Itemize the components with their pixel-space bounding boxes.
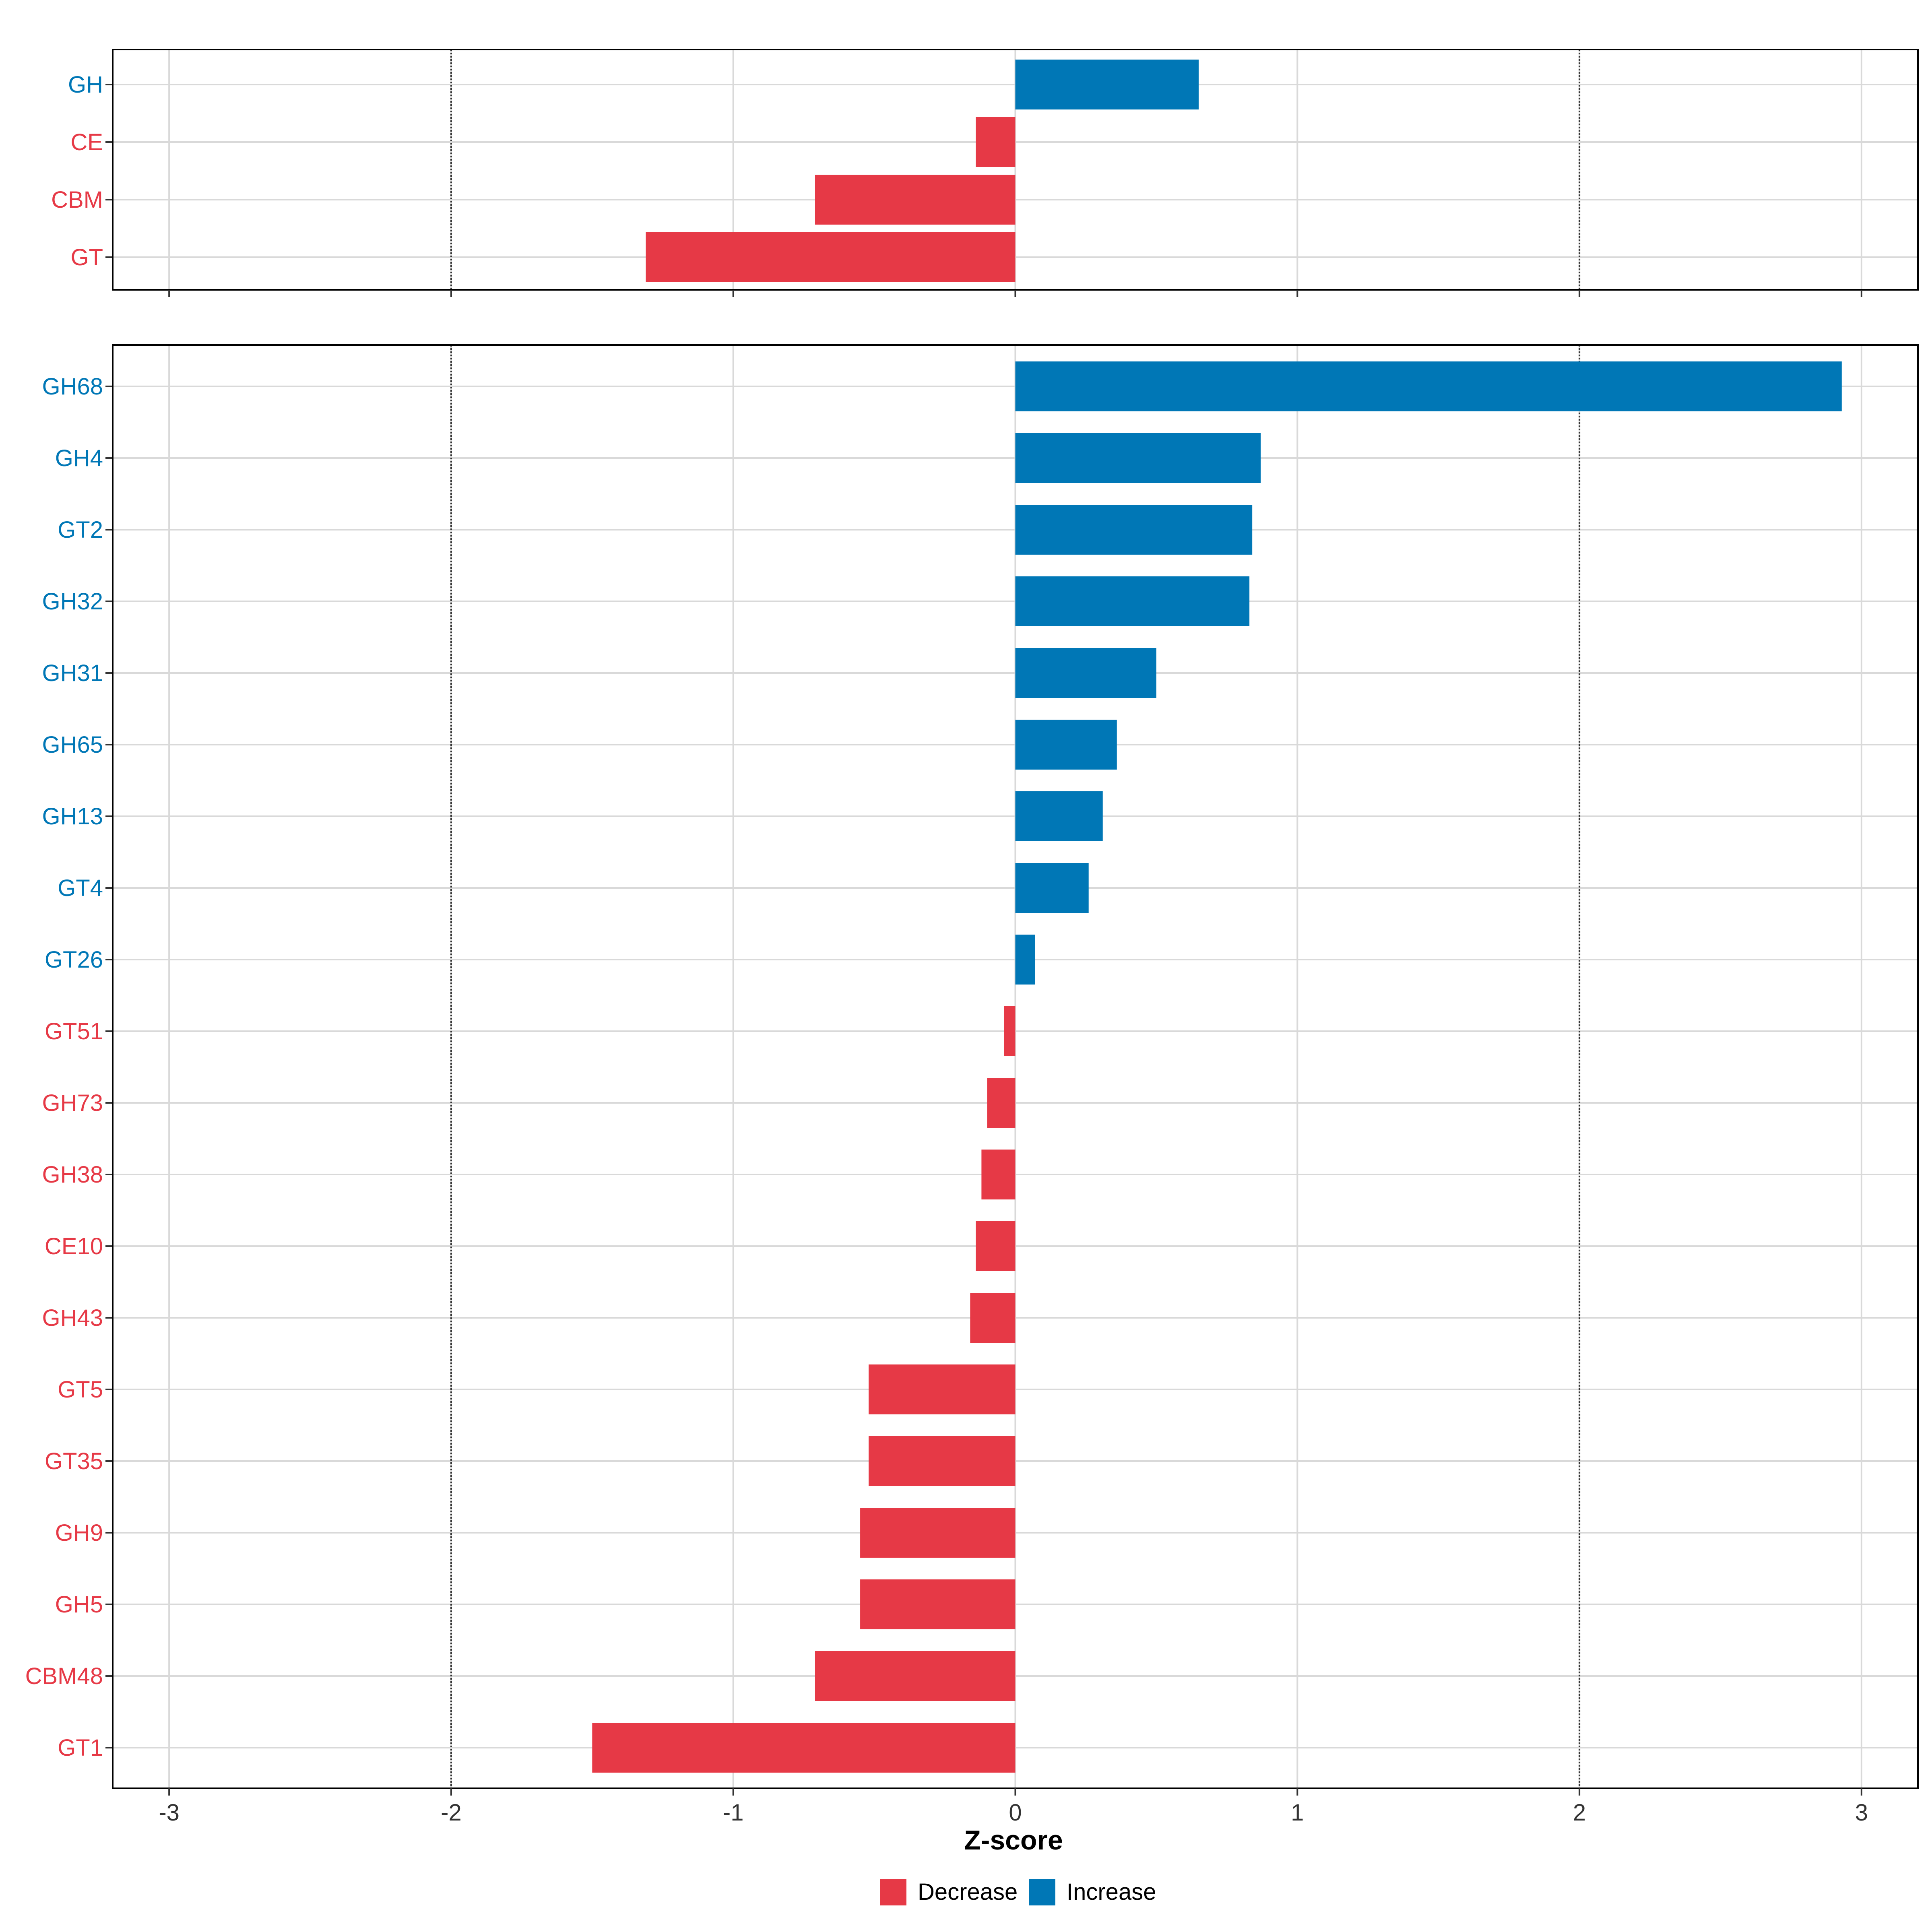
bar-gh68 [1015, 361, 1842, 411]
bar-gh5 [860, 1579, 1016, 1629]
category-label: GH13 [42, 803, 103, 830]
category-label: CBM48 [25, 1663, 103, 1689]
legend-label-decrease: Decrease [918, 1879, 1018, 1905]
category-label: GH32 [42, 588, 103, 615]
x-tick-label: -1 [723, 1800, 744, 1826]
bar-cbm48 [815, 1651, 1016, 1701]
category-label: GH4 [55, 445, 103, 471]
bar-gh [1015, 60, 1199, 109]
bar-gh32 [1015, 576, 1250, 626]
category-label: GH5 [55, 1591, 103, 1618]
x-axis-title: Z-score [964, 1825, 1063, 1856]
category-label: GH9 [55, 1520, 103, 1546]
legend-key-decrease [880, 1879, 906, 1905]
bar-gh43 [970, 1293, 1016, 1343]
category-label: GT51 [45, 1018, 103, 1044]
category-label: GT4 [58, 875, 103, 901]
x-tick-label: -2 [441, 1800, 462, 1826]
bar-gt51 [1004, 1006, 1016, 1056]
x-tick-label: -3 [159, 1800, 180, 1826]
bar-ce10 [976, 1221, 1016, 1271]
category-label: GH65 [42, 732, 103, 758]
category-label: GH43 [42, 1305, 103, 1331]
category-label: GT26 [45, 947, 103, 973]
bottom-panel: GH68GH4GT2GH32GH31GH65GH13GT4GT26GT51GH7… [25, 344, 1919, 1826]
category-label: CE10 [45, 1233, 103, 1259]
bar-gt4 [1015, 863, 1089, 913]
category-label: GT1 [58, 1735, 103, 1761]
bar-gh73 [987, 1078, 1016, 1128]
x-tick-label: 1 [1291, 1800, 1304, 1826]
category-label: CBM [51, 187, 103, 213]
category-label: GT35 [45, 1448, 103, 1474]
bar-cbm [815, 175, 1016, 225]
bar-gt1 [592, 1723, 1016, 1773]
category-label: GH31 [42, 660, 103, 686]
legend-label-increase: Increase [1067, 1879, 1156, 1905]
category-label: GH68 [42, 374, 103, 400]
top-panel: GH CE CBM GT [51, 49, 1919, 297]
bar-gt35 [869, 1436, 1016, 1486]
legend-key-increase [1029, 1879, 1055, 1905]
bar-gh65 [1015, 720, 1117, 770]
bar-gh38 [981, 1150, 1016, 1199]
category-label: GT5 [58, 1377, 103, 1403]
x-tick-label: 0 [1009, 1800, 1022, 1826]
bar-gh31 [1015, 648, 1156, 698]
legend: Decrease Increase [880, 1879, 1156, 1905]
bar-gt [646, 232, 1016, 282]
category-label: CE [70, 129, 103, 155]
category-label: GH73 [42, 1090, 103, 1116]
bar-gh4 [1015, 433, 1261, 483]
category-label: GT [70, 244, 103, 270]
bar-gt26 [1015, 935, 1035, 985]
bar-gh13 [1015, 791, 1103, 841]
bar-ce [976, 117, 1016, 167]
bar-gt5 [869, 1364, 1016, 1414]
category-label: GH [68, 72, 103, 98]
x-tick-label: 3 [1855, 1800, 1868, 1826]
bar-gt2 [1015, 505, 1253, 555]
x-tick-label: 2 [1573, 1800, 1586, 1826]
bar-gh9 [860, 1508, 1016, 1558]
category-label: GH38 [42, 1162, 103, 1188]
category-label: GT2 [58, 517, 103, 543]
